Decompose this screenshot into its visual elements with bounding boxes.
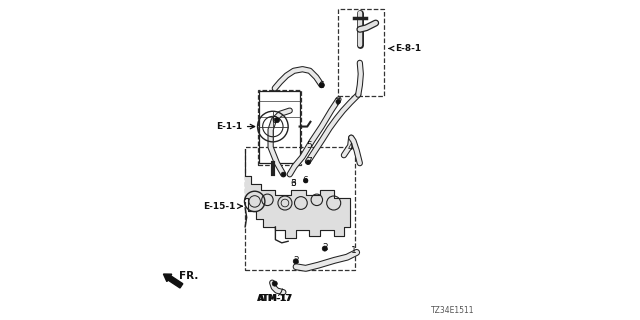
Polygon shape [245,149,350,238]
Text: 6: 6 [290,180,296,188]
Text: 6: 6 [319,81,324,90]
Bar [258,90,301,165]
Text: E-8-1: E-8-1 [389,44,421,53]
Text: 3: 3 [290,180,296,188]
Text: 2: 2 [322,243,328,252]
Bar [259,92,300,163]
Text: 2: 2 [293,256,299,265]
FancyArrow shape [163,274,183,288]
Circle shape [322,246,327,251]
Circle shape [293,259,298,264]
Circle shape [281,172,285,177]
Text: FR.: FR. [179,271,198,281]
Text: ATM-17: ATM-17 [258,294,293,303]
Circle shape [319,83,324,88]
Text: 6: 6 [303,176,308,185]
Text: E-1-1: E-1-1 [216,122,255,131]
Bar [245,147,355,270]
Text: ATM-17: ATM-17 [257,294,292,303]
Circle shape [272,281,277,286]
Text: TZ34E1511: TZ34E1511 [431,306,474,315]
Circle shape [336,100,340,104]
Circle shape [275,118,280,123]
Text: 4: 4 [348,143,353,152]
Text: 5: 5 [306,141,312,150]
Circle shape [303,179,308,183]
Text: 1: 1 [351,246,356,255]
Text: 7: 7 [335,98,340,107]
Text: E-15-1: E-15-1 [203,202,242,211]
Text: 7: 7 [306,157,312,166]
Text: 6: 6 [271,116,276,125]
Circle shape [306,160,310,164]
Bar [337,9,384,96]
